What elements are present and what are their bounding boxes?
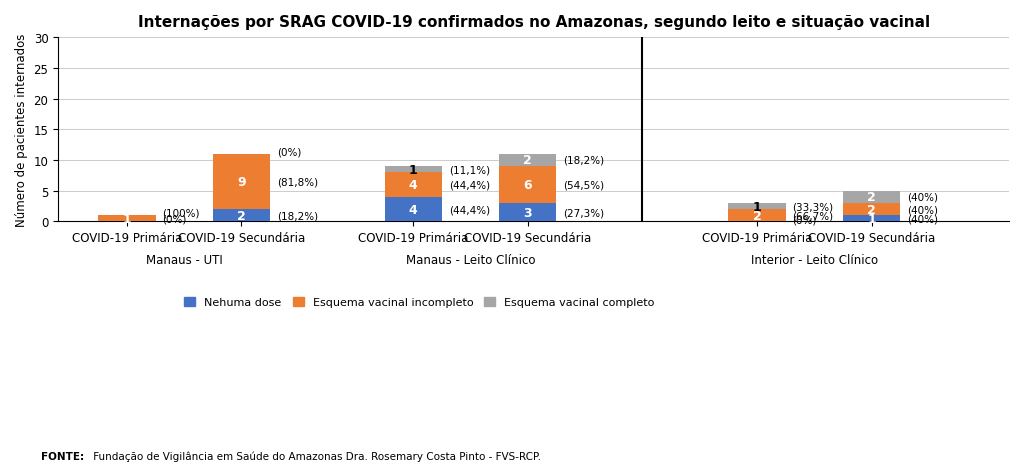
Bar	[98, 216, 156, 222]
Text: 2: 2	[238, 209, 246, 222]
Text: (0%): (0%)	[793, 215, 817, 225]
Text: 3: 3	[523, 206, 532, 219]
Bar	[843, 191, 900, 204]
Text: (0%): (0%)	[276, 147, 301, 157]
Text: 1: 1	[753, 200, 761, 213]
Bar	[385, 197, 442, 222]
Bar	[213, 155, 270, 210]
Text: FONTE:: FONTE:	[41, 450, 84, 461]
Bar	[500, 167, 556, 204]
Text: 1: 1	[123, 213, 131, 225]
Text: (27,3%): (27,3%)	[563, 208, 604, 218]
Bar	[843, 204, 900, 216]
Text: (40%): (40%)	[907, 214, 938, 224]
Text: 2: 2	[523, 154, 532, 167]
Bar	[500, 204, 556, 222]
Text: (18,2%): (18,2%)	[276, 211, 318, 221]
Text: 2: 2	[867, 191, 876, 204]
Text: Manaus - Leito Clínico: Manaus - Leito Clínico	[406, 254, 536, 267]
Text: (54,5%): (54,5%)	[563, 180, 604, 190]
Title: Internações por SRAG COVID-19 confirmados no Amazonas, segundo leito e situação : Internações por SRAG COVID-19 confirmado…	[137, 15, 930, 30]
Text: 4: 4	[409, 179, 418, 192]
Bar	[385, 173, 442, 197]
Text: 2: 2	[867, 203, 876, 216]
Text: (44,4%): (44,4%)	[449, 205, 489, 215]
Bar	[843, 216, 900, 222]
Text: (40%): (40%)	[907, 193, 938, 202]
Text: (11,1%): (11,1%)	[449, 165, 489, 175]
Text: (18,2%): (18,2%)	[563, 156, 604, 166]
Text: (0%): (0%)	[163, 214, 186, 224]
Bar	[728, 210, 785, 222]
Text: (81,8%): (81,8%)	[276, 177, 318, 187]
Text: Manaus - UTI: Manaus - UTI	[145, 254, 222, 267]
Y-axis label: Número de pacientes internados: Número de pacientes internados	[15, 33, 28, 226]
Bar	[728, 204, 785, 210]
Text: 1: 1	[409, 163, 418, 176]
Text: (66,7%): (66,7%)	[793, 211, 834, 221]
Text: (44,4%): (44,4%)	[449, 180, 489, 190]
Text: Interior - Leito Clínico: Interior - Leito Clínico	[751, 254, 878, 267]
Text: (40%): (40%)	[907, 205, 938, 215]
Text: 4: 4	[409, 203, 418, 216]
Text: (33,3%): (33,3%)	[793, 201, 834, 212]
Legend: Nehuma dose, Esquema vacinal incompleto, Esquema vacinal completo: Nehuma dose, Esquema vacinal incompleto,…	[180, 293, 659, 312]
Text: Fundação de Vigilância em Saúde do Amazonas Dra. Rosemary Costa Pinto - FVS-RCP.: Fundação de Vigilância em Saúde do Amazo…	[90, 450, 541, 461]
Text: (100%): (100%)	[163, 208, 200, 218]
Text: 9: 9	[238, 175, 246, 188]
Bar	[385, 167, 442, 173]
Bar	[500, 155, 556, 167]
Bar	[213, 210, 270, 222]
Text: 1: 1	[867, 213, 876, 225]
Text: 2: 2	[753, 209, 761, 222]
Text: 6: 6	[523, 179, 532, 192]
